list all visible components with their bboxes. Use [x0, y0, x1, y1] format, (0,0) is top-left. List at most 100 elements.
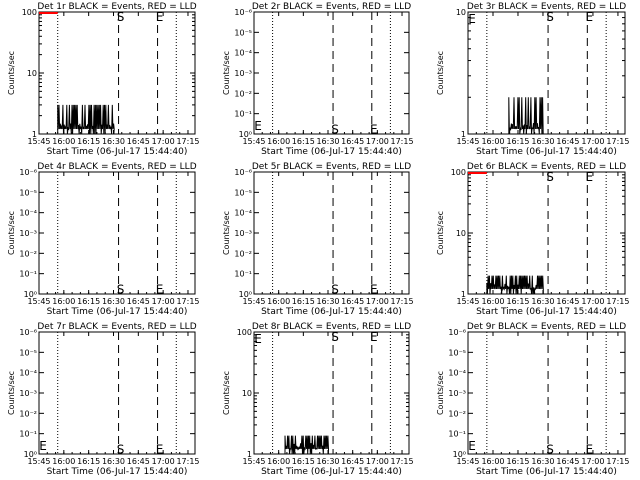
y-tick-label: 10⁰ [239, 290, 252, 299]
y-axis-label: Counts/sec [222, 371, 231, 415]
x-axis-label: Start Time (06-Jul-17 15:44:40) [47, 307, 188, 317]
x-tick-label: 17:15 [606, 137, 629, 146]
y-tick-label: 10⁻² [234, 249, 252, 258]
x-tick-label: 15:45 [242, 457, 265, 466]
panel-title: Det 4r BLACK = Events, RED = LLD [37, 162, 196, 172]
panel-title: Det 3r BLACK = Events, RED = LLD [467, 2, 626, 12]
x-tick-label: 16:00 [52, 137, 75, 146]
y-tick-label: 100 [237, 328, 252, 337]
panel-title: Det 2r BLACK = Events, RED = LLD [252, 2, 411, 12]
y-tick-label: 10⁰ [24, 290, 37, 299]
x-tick-label: 16:30 [316, 137, 339, 146]
corner-marker: E [254, 119, 262, 133]
y-tick-label: 100 [451, 168, 466, 177]
x-tick-label: 16:45 [556, 457, 579, 466]
x-tick-label: 15:45 [456, 137, 479, 146]
x-tick-label: 17:15 [390, 297, 413, 306]
panel-title: Det 1r BLACK = Events, RED = LLD [37, 2, 196, 12]
x-tick-label: 16:45 [127, 137, 150, 146]
start-marker: S [117, 10, 125, 24]
corner-marker: E [468, 12, 476, 26]
y-tick-label: 10⁻¹ [448, 430, 466, 439]
start-marker: S [546, 442, 554, 456]
y-tick-label: 10⁻⁶ [19, 328, 37, 337]
x-axis-label: Start Time (06-Jul-17 15:44:40) [261, 147, 402, 157]
x-axis-label: Start Time (06-Jul-17 15:44:40) [261, 307, 402, 317]
end-marker: E [586, 442, 594, 456]
y-tick-label: 10⁻⁶ [448, 328, 466, 337]
y-tick-label: 100 [22, 8, 37, 17]
x-axis-label: Start Time (06-Jul-17 15:44:40) [47, 147, 188, 157]
corner-marker: E [254, 332, 262, 346]
x-tick-label: 17:15 [606, 297, 629, 306]
y-tick-label: 10⁰ [239, 130, 252, 139]
events-series-line [57, 104, 115, 135]
y-tick-label: 1 [461, 130, 466, 139]
y-tick-label: 1 [247, 450, 252, 459]
end-marker: E [370, 330, 378, 344]
events-series-line [486, 275, 544, 295]
x-tick-label: 16:15 [506, 457, 529, 466]
y-tick-label: 10⁻⁶ [234, 8, 252, 17]
events-series-line [508, 97, 544, 135]
panel-title: Det 5r BLACK = Events, RED = LLD [252, 162, 411, 172]
x-tick-label: 16:15 [77, 297, 100, 306]
x-tick-label: 16:15 [77, 137, 100, 146]
x-tick-label: 15:45 [242, 137, 265, 146]
x-tick-label: 16:30 [531, 137, 554, 146]
x-tick-label: 17:15 [176, 457, 199, 466]
x-tick-label: 16:45 [556, 297, 579, 306]
end-marker: E [370, 122, 378, 136]
y-tick-label: 1 [461, 290, 466, 299]
end-marker: E [156, 442, 164, 456]
corner-marker: E [468, 439, 476, 453]
x-tick-label: 17:00 [366, 137, 389, 146]
y-tick-label: 10⁻⁴ [19, 209, 37, 218]
x-tick-label: 16:00 [267, 457, 290, 466]
y-tick-label: 10⁻⁵ [448, 348, 466, 357]
x-tick-label: 16:15 [292, 137, 315, 146]
x-tick-label: 16:45 [341, 297, 364, 306]
x-tick-label: 17:00 [581, 297, 604, 306]
x-axis-label: Start Time (06-Jul-17 15:44:40) [476, 307, 617, 317]
y-tick-label: 10⁻⁶ [234, 168, 252, 177]
plot-frame [253, 11, 410, 135]
y-tick-label: 10 [456, 8, 466, 17]
panel-title: Det 7r BLACK = Events, RED = LLD [37, 322, 196, 332]
x-tick-label: 16:45 [341, 137, 364, 146]
x-tick-label: 17:00 [152, 457, 175, 466]
y-axis-label: Counts/sec [436, 211, 445, 255]
x-tick-label: 16:00 [481, 457, 504, 466]
panel-title: Det 6r BLACK = Events, RED = LLD [467, 162, 626, 172]
y-tick-label: 10⁻⁶ [19, 168, 37, 177]
x-tick-label: 17:15 [176, 137, 199, 146]
y-tick-label: 10⁻⁵ [234, 188, 252, 197]
x-tick-label: 17:15 [176, 297, 199, 306]
y-axis-label: Counts/sec [436, 51, 445, 95]
plot-frame [253, 331, 410, 455]
x-tick-label: 15:45 [27, 137, 50, 146]
x-axis-label: Start Time (06-Jul-17 15:44:40) [47, 467, 188, 477]
x-tick-label: 16:00 [481, 137, 504, 146]
panel-title: Det 9r BLACK = Events, RED = LLD [467, 322, 626, 332]
start-marker: S [546, 10, 554, 24]
start-marker: S [331, 330, 339, 344]
y-tick-label: 10 [27, 69, 37, 78]
x-axis-label: Start Time (06-Jul-17 15:44:40) [476, 147, 617, 157]
start-marker: S [117, 442, 125, 456]
x-tick-label: 16:30 [102, 297, 125, 306]
x-tick-label: 17:00 [152, 297, 175, 306]
end-marker: E [586, 10, 594, 24]
y-tick-label: 10 [242, 389, 252, 398]
panel-title: Det 8r BLACK = Events, RED = LLD [252, 322, 411, 332]
y-tick-label: 10⁻¹ [234, 110, 252, 119]
x-tick-label: 16:45 [127, 297, 150, 306]
x-tick-label: 17:15 [390, 137, 413, 146]
end-marker: E [156, 282, 164, 296]
